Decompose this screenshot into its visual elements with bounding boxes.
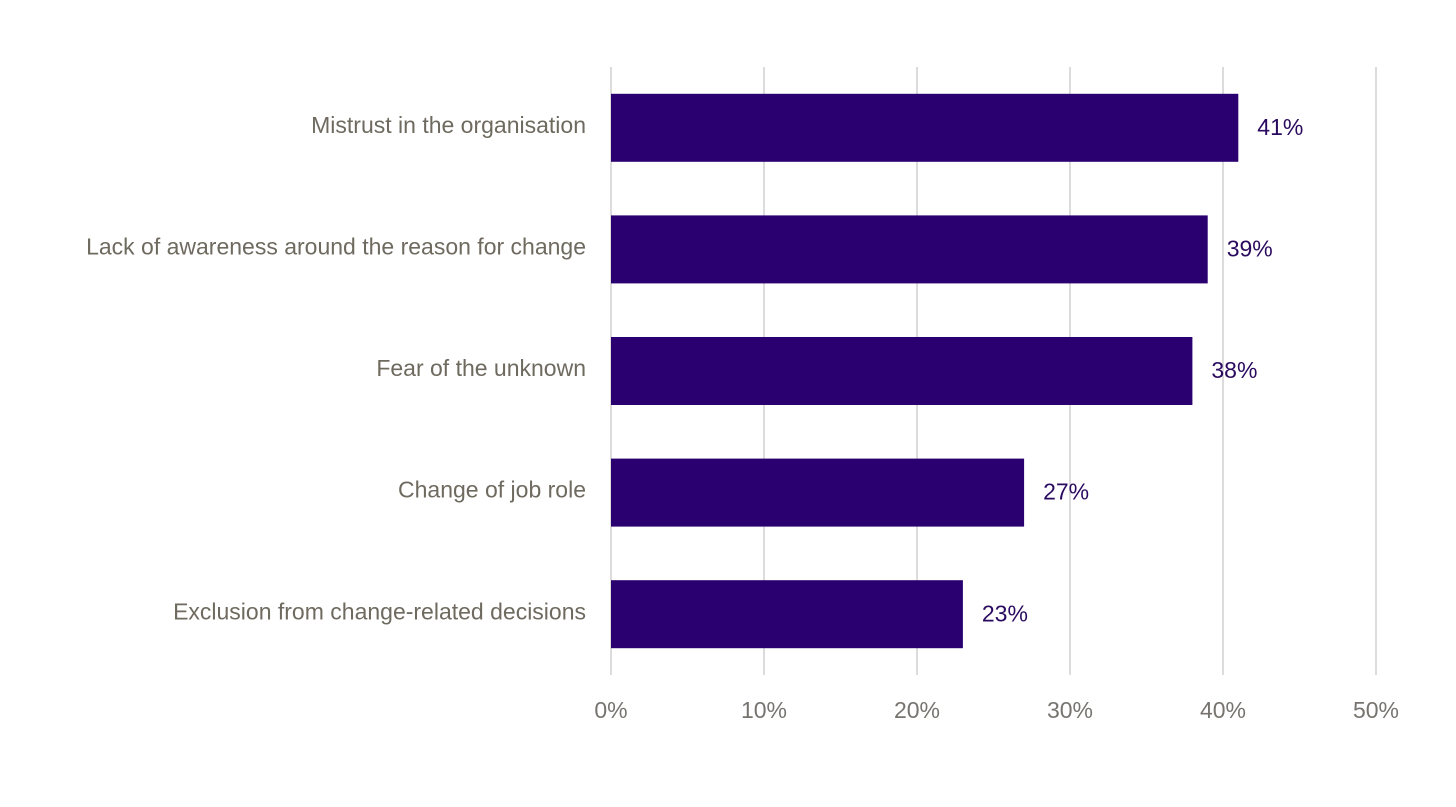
value-label: 23% (982, 600, 1028, 626)
category-label: Mistrust in the organisation (311, 112, 586, 138)
value-label: 39% (1227, 235, 1273, 261)
bar (611, 458, 1025, 527)
x-tick-label: 0% (594, 697, 627, 723)
x-tick-label: 50% (1353, 697, 1399, 723)
category-label: Exclusion from change-related decisions (173, 598, 586, 624)
x-tick-label: 30% (1047, 697, 1093, 723)
category-label: Change of job role (398, 477, 586, 503)
bar (611, 337, 1193, 405)
x-tick-label: 20% (894, 697, 940, 723)
category-label: Fear of the unknown (376, 355, 586, 381)
category-label: Lack of awareness around the reason for … (86, 233, 586, 259)
value-label: 41% (1257, 114, 1303, 140)
x-tick-label: 10% (741, 697, 787, 723)
value-label: 27% (1043, 479, 1089, 505)
bar (611, 215, 1208, 284)
x-tick-label: 40% (1200, 697, 1246, 723)
bar (611, 580, 963, 649)
bar (611, 93, 1239, 162)
value-label: 38% (1211, 357, 1257, 383)
